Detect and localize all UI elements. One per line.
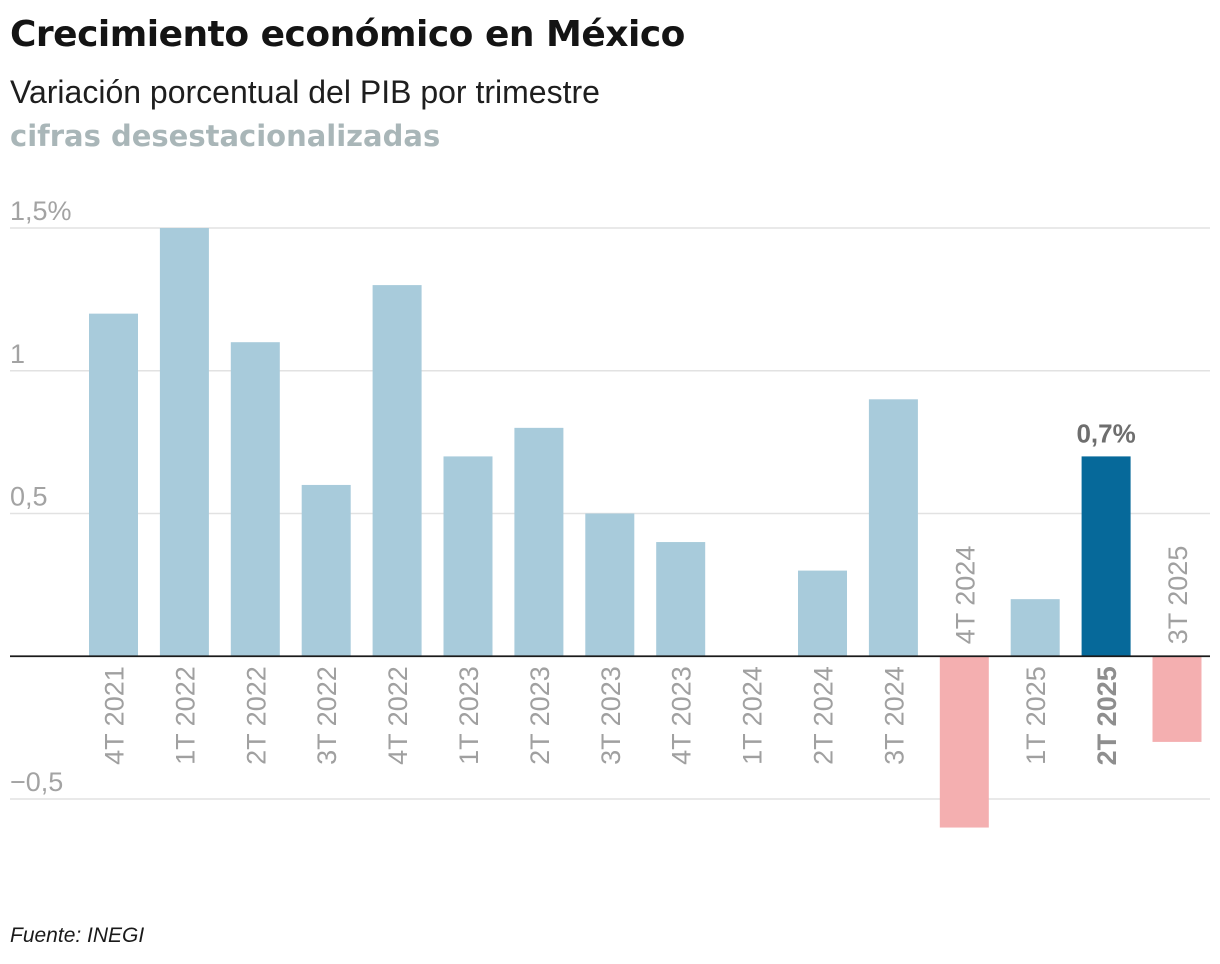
bars <box>89 228 1202 828</box>
bar <box>1152 656 1202 742</box>
category-label: 4T 2024 <box>950 546 980 645</box>
category-label: 2T 2023 <box>525 666 555 765</box>
category-label: 1T 2023 <box>454 666 484 765</box>
category-label: 1T 2025 <box>1021 666 1051 765</box>
y-axis-ticks: 1,5% 1 0,5 −0,5 <box>10 196 72 797</box>
bar <box>798 570 847 657</box>
bar <box>443 456 493 657</box>
category-label: 2T 2024 <box>809 666 839 765</box>
bar <box>372 285 422 657</box>
category-labels: 4T 2021 1T 2022 2T 2022 3T 2022 4T 2022 1T 20… <box>100 546 1194 766</box>
y-tick-label: 0,5 <box>10 482 48 512</box>
data-labels: 0,7% <box>1076 418 1135 448</box>
bar <box>159 228 209 657</box>
source-note: Fuente: INEGI <box>10 924 145 947</box>
bar <box>1081 456 1131 657</box>
category-label: 2T 2025 <box>1092 666 1122 765</box>
data-label: 0,7% <box>1076 418 1135 448</box>
y-tick-label: 1 <box>10 339 25 369</box>
y-tick-label: 1,5% <box>10 196 72 226</box>
chart-note: cifras desestacionalizadas <box>10 119 441 153</box>
category-label: 1T 2024 <box>738 666 768 765</box>
category-label: 3T 2022 <box>312 666 342 765</box>
bar <box>939 656 989 828</box>
chart-title: Crecimiento económico en México <box>10 14 685 55</box>
bar <box>514 427 564 657</box>
bar <box>1010 599 1060 657</box>
bar <box>656 542 706 657</box>
chart-subtitle: Variación porcentual del PIB por trimest… <box>10 74 600 110</box>
bar <box>301 484 351 657</box>
bar <box>585 513 635 657</box>
category-label: 4T 2023 <box>667 666 697 765</box>
category-label: 1T 2022 <box>170 666 200 765</box>
y-tick-label: −0,5 <box>10 767 63 797</box>
bar <box>868 399 918 657</box>
category-label: 3T 2025 <box>1163 546 1193 645</box>
bar <box>89 313 138 657</box>
bar <box>230 342 280 657</box>
category-label: 4T 2021 <box>100 666 130 765</box>
category-label: 4T 2022 <box>383 666 413 765</box>
category-label: 3T 2023 <box>596 666 626 765</box>
category-label: 3T 2024 <box>879 666 909 765</box>
category-label: 2T 2022 <box>241 666 271 765</box>
